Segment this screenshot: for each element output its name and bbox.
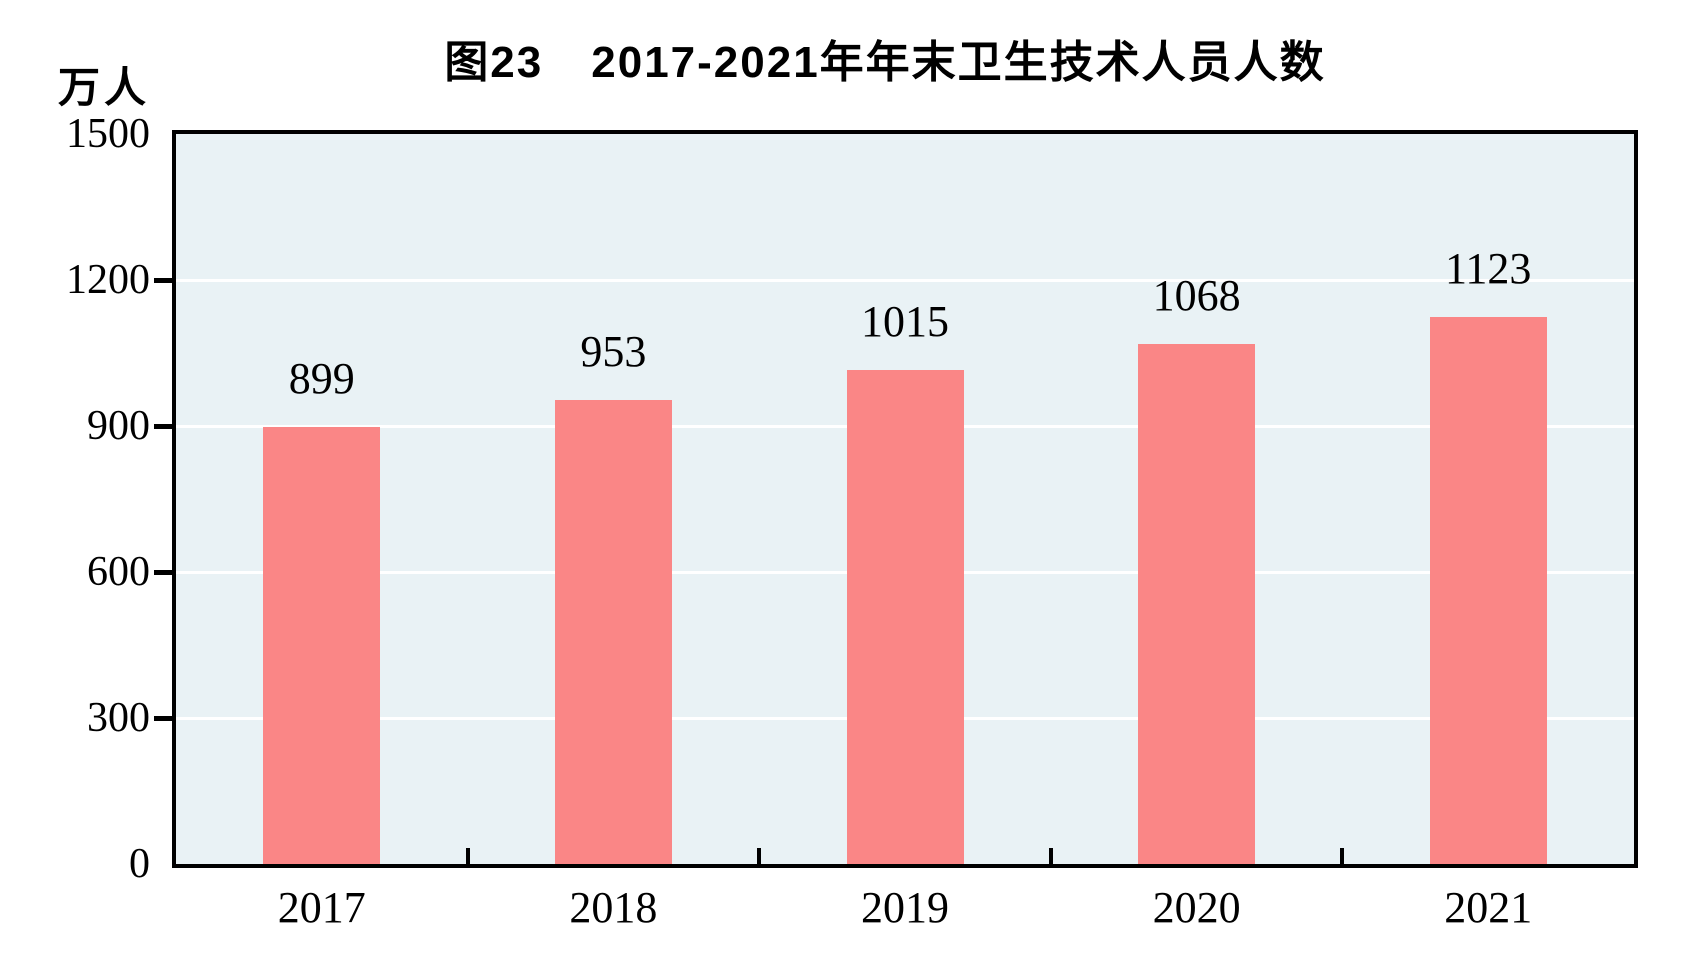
plot-area: 0 300 600 900 1200 1500 899 2017 953 2018 1015 2019… xyxy=(66,112,1638,930)
bar-2017 xyxy=(263,426,381,864)
x-axis-tick-2 xyxy=(757,848,762,864)
y-axis-tick-300 xyxy=(154,715,172,721)
x-axis-label-2021: 2021 xyxy=(1444,883,1533,932)
y-tick-label-1500: 1500 xyxy=(66,111,150,157)
bar-2019 xyxy=(846,370,964,864)
y-tick-label-0: 0 xyxy=(129,841,150,887)
y-tick-label-1200: 1200 xyxy=(66,257,150,303)
bar-value-label-2021: 1123 xyxy=(1445,244,1532,294)
bar-2021 xyxy=(1429,317,1547,864)
bar-2020 xyxy=(1138,344,1256,864)
y-tick-label-600: 600 xyxy=(87,549,150,595)
y-axis-tick-900 xyxy=(154,423,172,429)
chart-title-text: 2017-2021年年末卫生技术人员人数 xyxy=(591,38,1326,87)
bar-value-label-2018: 953 xyxy=(580,327,647,377)
bar-value-label-2017: 899 xyxy=(288,353,355,403)
bar-value-label-2020: 1068 xyxy=(1152,271,1241,321)
x-axis-tick-1 xyxy=(465,848,470,864)
x-axis-label-2018: 2018 xyxy=(569,883,658,932)
x-axis-tick-4 xyxy=(1340,848,1345,864)
x-axis-label-2020: 2020 xyxy=(1152,883,1241,932)
y-axis-unit-label: 万人 xyxy=(58,64,151,111)
y-axis-tick-1200 xyxy=(154,277,172,283)
gridline-1200 xyxy=(176,278,1634,282)
x-axis-label-2019: 2019 xyxy=(861,883,949,932)
bar-value-label-2019: 1015 xyxy=(861,297,949,347)
x-axis-tick-3 xyxy=(1048,848,1053,864)
bar-2018 xyxy=(554,400,672,864)
x-axis-label-2017: 2017 xyxy=(277,883,366,932)
chart-title: 图23 2017-2021年年末卫生技术人员人数 xyxy=(444,26,1325,90)
y-tick-label-300: 300 xyxy=(87,695,150,741)
y-axis-tick-600 xyxy=(154,569,172,575)
y-tick-label-900: 900 xyxy=(87,403,150,449)
figure-number-label: 图23 xyxy=(444,38,544,87)
